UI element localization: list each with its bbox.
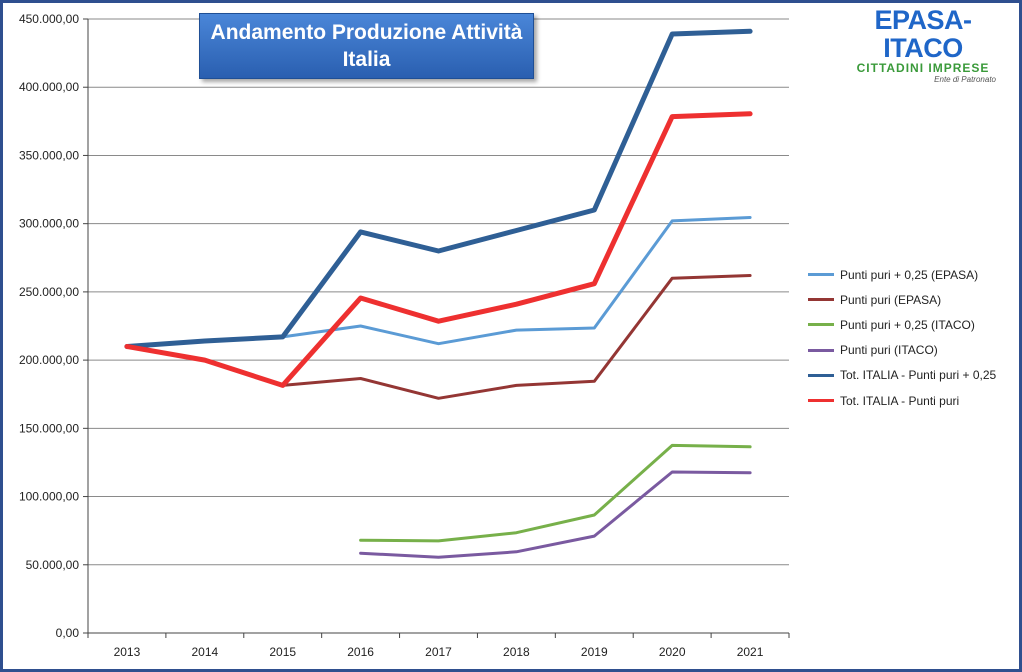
chart-title-line2: Italia [342, 48, 391, 71]
legend-swatch [808, 348, 834, 352]
chart-title: Andamento Produzione Attività Italia [199, 13, 534, 79]
legend-item-5: Tot. ITALIA - Punti puri + 0,25 [808, 363, 1018, 388]
legend-label: Punti puri + 0,25 (EPASA) [840, 267, 979, 282]
y-tick-label: 50.000,00 [26, 558, 80, 572]
legend-item-1: Punti puri + 0,25 (EPASA) [808, 262, 1018, 287]
legend-item-6: Tot. ITALIA - Punti puri [808, 388, 1018, 413]
y-tick-label: 100.000,00 [19, 490, 79, 504]
legend-swatch [808, 399, 834, 403]
x-tick-label: 2013 [114, 645, 141, 659]
series-line-5 [124, 28, 753, 349]
series-line-1 [125, 216, 752, 348]
x-tick-label: 2016 [347, 645, 374, 659]
x-tick-label: 2014 [191, 645, 218, 659]
legend-label: Punti puri (EPASA) [840, 292, 942, 307]
x-tick-label: 2017 [425, 645, 452, 659]
legend-label: Punti puri + 0,25 (ITACO) [840, 317, 975, 332]
legend-label: Punti puri (ITACO) [840, 343, 938, 358]
x-tick-label: 2018 [503, 645, 530, 659]
x-tick-label: 2020 [659, 645, 686, 659]
series-layer [124, 28, 753, 559]
series-line-2 [125, 274, 752, 400]
legend-label: Tot. ITALIA - Punti puri + 0,25 [840, 368, 997, 383]
legend-swatch [808, 373, 834, 377]
y-tick-label: 0,00 [56, 626, 80, 640]
y-tick-label: 450.000,00 [19, 12, 79, 26]
legend-item-3: Punti puri + 0,25 (ITACO) [808, 312, 1018, 337]
y-tick-label: 150.000,00 [19, 421, 79, 435]
series-line-4 [359, 470, 752, 559]
y-tick-label: 400.000,00 [19, 80, 79, 94]
legend-swatch [808, 323, 834, 327]
axis-layer: 0,00 50.000,00 100.000,00 150.000,00 200.000… [19, 12, 790, 659]
epasa-itaco-logo: EPASA-ITACO CITTADINI IMPRESE Ente di Pa… [836, 6, 1010, 84]
series-line-6 [124, 111, 753, 388]
legend-label: Tot. ITALIA - Punti puri [840, 393, 960, 408]
y-tick-label: 300.000,00 [19, 217, 79, 231]
series-line-3 [359, 443, 752, 543]
logo-sub-text: CITTADINI IMPRESE [856, 61, 990, 75]
chart-title-line1: Andamento Produzione Attività [210, 21, 523, 44]
logo-main-text: EPASA-ITACO [874, 5, 972, 63]
y-tick-label: 250.000,00 [19, 285, 79, 299]
y-tick-label: 200.000,00 [19, 353, 79, 367]
x-tick-label: 2015 [269, 645, 296, 659]
legend-swatch [808, 273, 834, 277]
legend-item-2: Punti puri (EPASA) [808, 287, 1018, 312]
logo-sub2-text: Ente di Patronato [934, 75, 996, 84]
x-tick-label: 2021 [737, 645, 764, 659]
y-tick-label: 350.000,00 [19, 148, 79, 162]
chart-legend: Punti puri + 0,25 (EPASA) Punti puri (EPA… [808, 262, 1018, 413]
legend-swatch [808, 298, 834, 302]
legend-item-4: Punti puri (ITACO) [808, 338, 1018, 363]
x-tick-label: 2019 [581, 645, 608, 659]
